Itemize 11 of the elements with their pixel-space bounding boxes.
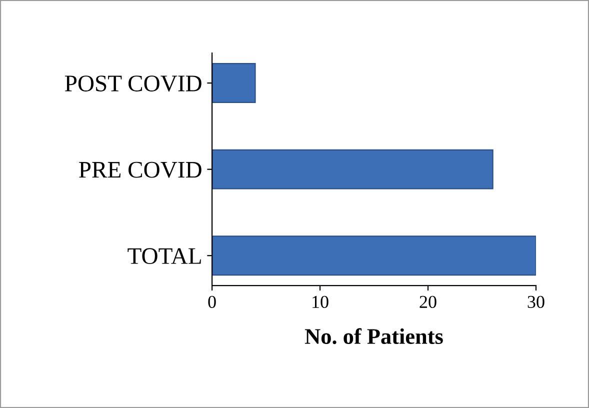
x-tick-label: 20 bbox=[420, 296, 436, 308]
bar bbox=[212, 149, 494, 190]
x-axis-title: No. of Patients bbox=[305, 328, 443, 344]
y-tick-label: TOTAL bbox=[128, 248, 201, 264]
bar bbox=[212, 63, 256, 103]
y-tick-label: PRE COVID bbox=[79, 162, 202, 178]
x-tick-label: 30 bbox=[528, 296, 544, 308]
x-tick-label: 0 bbox=[208, 296, 216, 308]
x-tick-label: 10 bbox=[312, 296, 328, 308]
y-tick-label: POST COVID bbox=[65, 76, 202, 92]
bar bbox=[212, 236, 536, 276]
